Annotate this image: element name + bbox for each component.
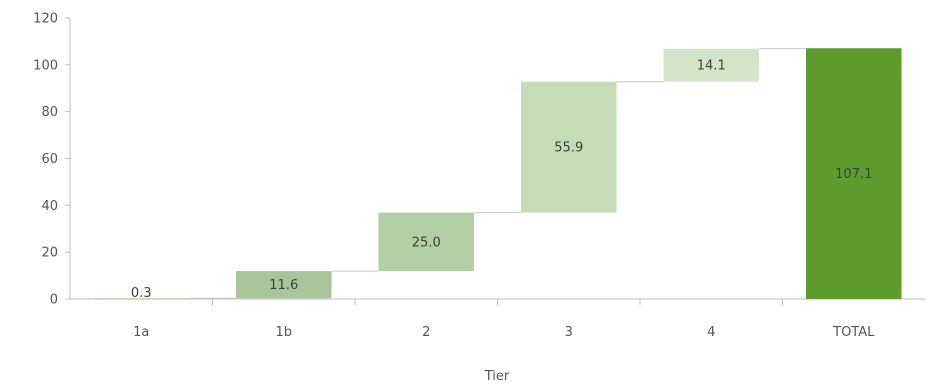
y-tick-label: 20 — [41, 246, 58, 261]
data-label: 25.0 — [412, 235, 441, 250]
data-label: 107.1 — [835, 167, 872, 182]
data-label: 11.6 — [269, 278, 298, 293]
x-tick-label: 2 — [422, 325, 430, 340]
bar-1b — [236, 271, 332, 299]
x-tick-label: 4 — [707, 325, 715, 340]
y-tick-label: 0 — [50, 293, 58, 308]
y-tick-label: 40 — [41, 199, 58, 214]
bar-2 — [378, 212, 474, 272]
connector-lines — [188, 48, 807, 299]
x-tick-label: 1a — [133, 325, 149, 340]
y-tick-label: 100 — [33, 58, 58, 73]
y-tick-label: 80 — [41, 105, 58, 120]
x-tick-label: 1b — [275, 325, 292, 340]
x-tick-label: TOTAL — [832, 325, 875, 340]
y-tick-label: 60 — [41, 152, 58, 167]
x-axis-title: Tier — [484, 369, 510, 384]
y-axis: 0 20 40 60 80 100 120 — [33, 12, 71, 308]
bar-total — [806, 48, 902, 299]
bar-3 — [521, 81, 617, 213]
data-labels: 0.3 11.6 25.0 55.9 14.1 107.1 — [131, 59, 872, 301]
bars — [93, 48, 902, 300]
data-label: 14.1 — [697, 59, 726, 74]
x-axis: 1a 1b 2 3 4 TOTAL — [70, 298, 925, 340]
bar-4 — [663, 48, 759, 82]
data-label: 0.3 — [131, 286, 152, 301]
y-tick-label: 120 — [33, 12, 58, 27]
x-tick-label: 3 — [565, 325, 573, 340]
bar-1a — [93, 298, 189, 300]
data-label: 55.9 — [554, 141, 583, 156]
